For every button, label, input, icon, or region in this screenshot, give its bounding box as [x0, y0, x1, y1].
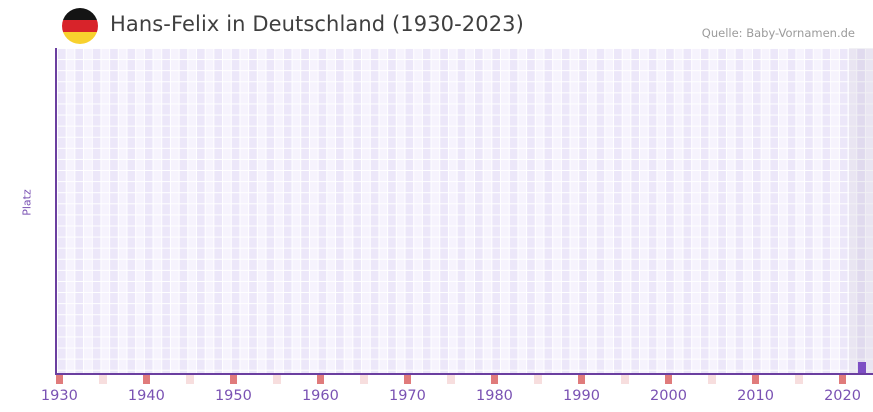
x-tick-major-1930	[55, 375, 64, 384]
x-tick-major-1980	[490, 375, 499, 384]
x-tick-minor-1975	[447, 375, 455, 384]
x-tick-major-2020	[838, 375, 847, 384]
bar-2022[interactable]	[858, 362, 866, 373]
x-axis-label-1970: 1970	[388, 388, 426, 404]
page-title: Hans-Felix in Deutschland (1930-2023)	[110, 12, 524, 36]
plot-area	[55, 48, 873, 375]
grid-lines	[57, 48, 873, 373]
x-tick-minor-1965	[360, 375, 368, 384]
x-axis-label-1930: 1930	[40, 388, 78, 404]
x-tick-major-1990	[577, 375, 586, 384]
x-tick-minor-2015	[795, 375, 803, 384]
x-tick-minor-1985	[534, 375, 542, 384]
chart-header: Hans-Felix in Deutschland (1930-2023) Qu…	[0, 0, 873, 48]
x-axis-label-2020: 2020	[824, 388, 861, 404]
x-axis-label-1950: 1950	[214, 388, 252, 404]
x-tick-major-2010	[751, 375, 760, 384]
shaded-future-region	[848, 48, 873, 373]
x-axis-label-2010: 2010	[737, 388, 774, 404]
x-axis-label-2000: 2000	[650, 388, 687, 404]
x-axis-label-1990: 1990	[563, 388, 600, 404]
x-tick-minor-1945	[186, 375, 194, 384]
x-axis-label-1940: 1940	[127, 388, 165, 404]
x-tick-major-1960	[316, 375, 325, 384]
source-attribution: Quelle: Baby-Vornamen.de	[701, 26, 855, 40]
german-flag-circle-icon	[62, 8, 98, 44]
x-tick-minor-2005	[708, 375, 716, 384]
x-axis-label-1960: 1960	[301, 388, 339, 404]
x-tick-major-1970	[403, 375, 412, 384]
x-tick-major-2000	[664, 375, 673, 384]
x-tick-major-1950	[229, 375, 238, 384]
x-tick-minor-1995	[621, 375, 629, 384]
x-tick-minor-1955	[273, 375, 281, 384]
x-tick-major-1940	[142, 375, 151, 384]
y-axis-title: Platz	[20, 189, 34, 216]
x-tick-minor-1935	[99, 375, 107, 384]
x-axis-label-1980: 1980	[476, 388, 513, 404]
x-axis-labels: 1930 1940 1950 1960 1970 1980 1990 2000 2010 2020	[0, 386, 873, 408]
x-axis-tick-band	[55, 375, 873, 384]
